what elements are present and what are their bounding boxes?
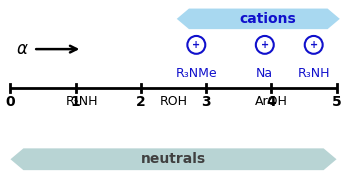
Text: neutrals: neutrals [141, 152, 206, 166]
Text: 4: 4 [266, 94, 276, 108]
Text: 3: 3 [201, 94, 211, 108]
Polygon shape [10, 148, 337, 170]
Text: R₃NMe: R₃NMe [176, 67, 217, 80]
Text: α: α [17, 40, 28, 58]
Text: R₃NH: R₃NH [297, 67, 330, 80]
Text: 1: 1 [71, 94, 81, 108]
Text: ArOH: ArOH [255, 95, 288, 108]
Text: +: + [192, 40, 200, 50]
Text: 0: 0 [6, 94, 15, 108]
Text: cations: cations [240, 12, 296, 26]
Text: +: + [310, 40, 318, 50]
Text: Na: Na [256, 67, 273, 80]
Text: ROH: ROH [160, 95, 187, 108]
Text: 5: 5 [332, 94, 341, 108]
Polygon shape [177, 9, 340, 29]
Text: R₂NH: R₂NH [66, 95, 99, 108]
Text: +: + [261, 40, 269, 50]
Text: 2: 2 [136, 94, 146, 108]
